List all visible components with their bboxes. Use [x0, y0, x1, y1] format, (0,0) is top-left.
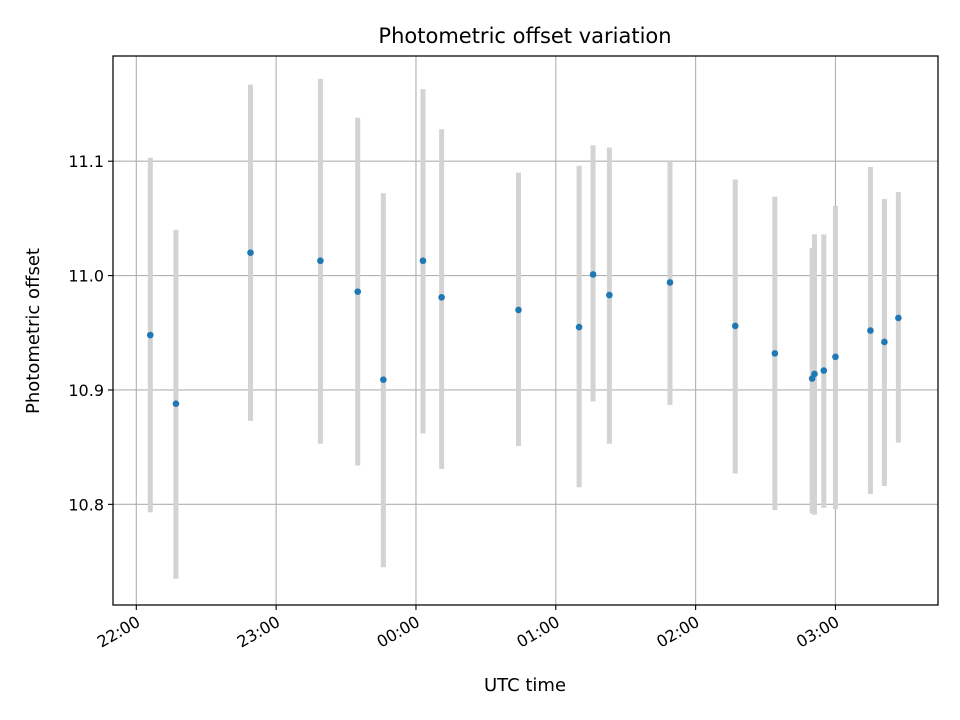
- data-point: [867, 327, 874, 334]
- y-axis-title: Photometric offset: [23, 248, 44, 414]
- data-point: [575, 323, 583, 331]
- data-point: [895, 314, 902, 322]
- y-tick-label: 10.8: [68, 495, 104, 514]
- data-point: [380, 376, 387, 383]
- data-point: [820, 367, 828, 374]
- plot-frame: [112, 55, 939, 606]
- chart-title: Photometric offset variation: [378, 24, 671, 48]
- data-point: [881, 338, 888, 346]
- data-point: [811, 370, 818, 378]
- data-point: [354, 288, 362, 295]
- data-point: [832, 353, 839, 361]
- data-point: [438, 294, 445, 301]
- data-point: [317, 257, 324, 265]
- data-point: [172, 400, 180, 408]
- data-point: [606, 291, 613, 299]
- data-point: [589, 271, 597, 278]
- data-point: [666, 279, 674, 286]
- y-tick-label: 11.1: [68, 152, 104, 171]
- data-point: [247, 249, 254, 257]
- data-point: [771, 350, 779, 357]
- y-tick-label: 11.0: [68, 267, 104, 286]
- data-point: [731, 322, 739, 330]
- data-point: [515, 306, 522, 314]
- data-point: [146, 331, 154, 339]
- data-points: [146, 249, 902, 408]
- y-tick-label: 10.9: [68, 381, 104, 400]
- data-point: [419, 257, 427, 265]
- x-axis-title: UTC time: [484, 675, 566, 696]
